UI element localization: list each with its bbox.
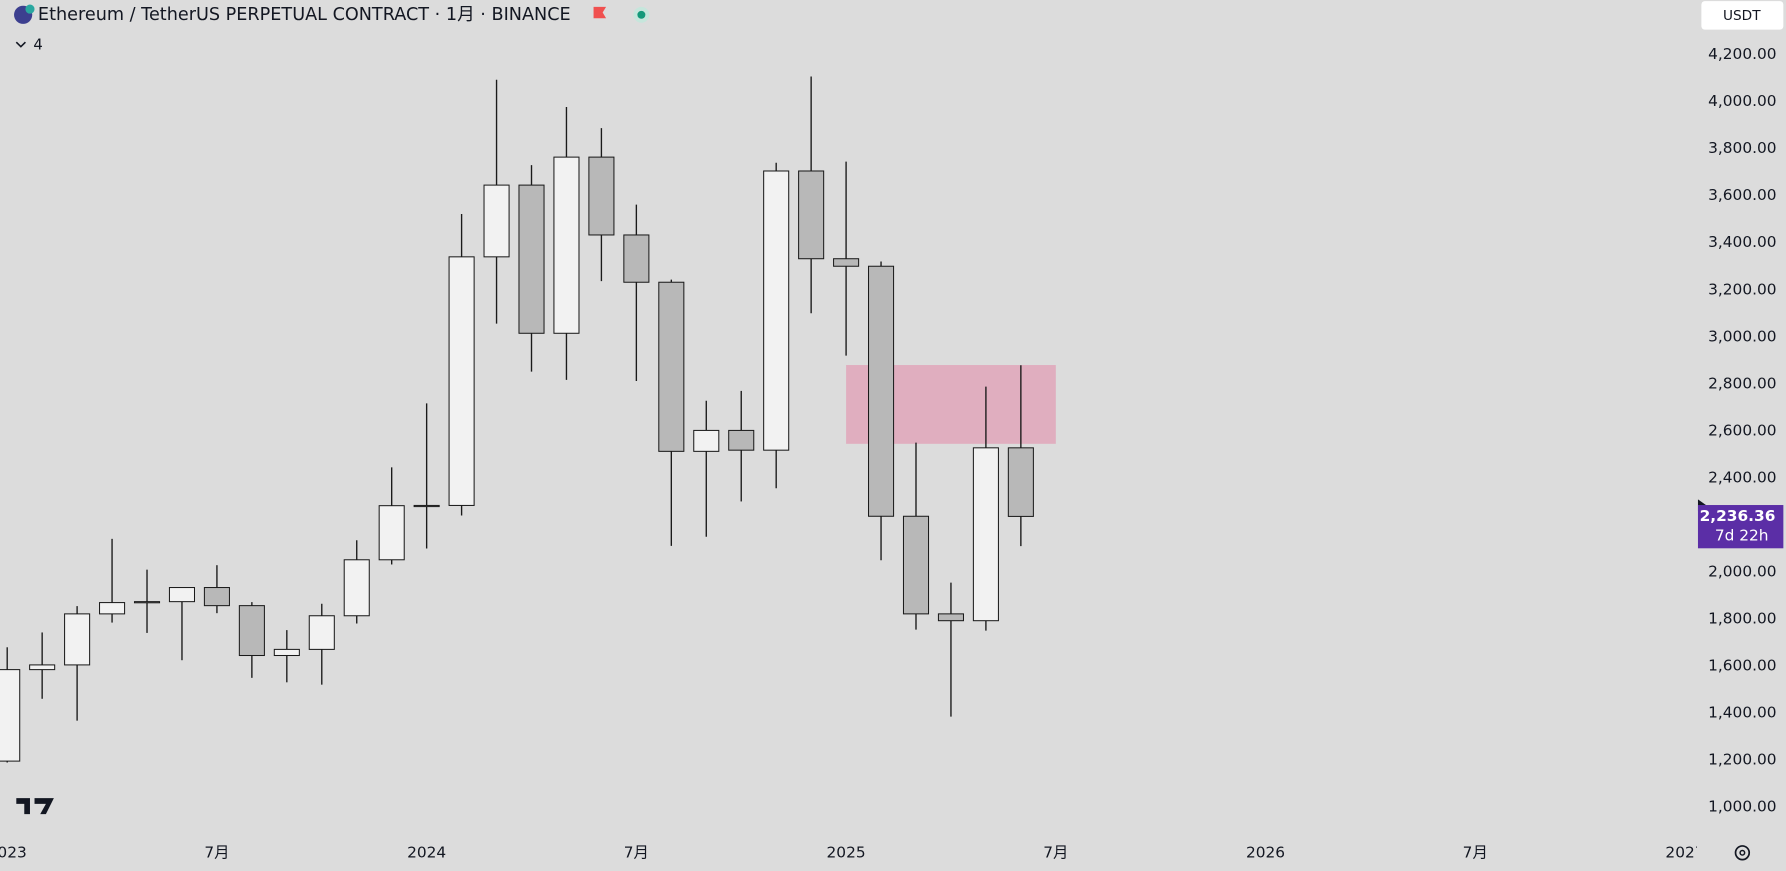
x-tick-label: 7月 — [624, 843, 649, 861]
candle-body — [833, 258, 860, 267]
candle-body — [798, 170, 825, 260]
candle-body — [902, 515, 930, 615]
x-tick-label: 2027 — [1665, 843, 1704, 861]
countdown-label: 7d 22h — [1715, 526, 1769, 544]
settings-icon[interactable] — [1734, 845, 1751, 861]
candle-body — [937, 613, 964, 622]
x-tick-label: 2025 — [827, 843, 866, 861]
y-tick-label: 1,800.00 — [1708, 610, 1776, 628]
candle-body — [693, 429, 720, 452]
y-tick-label: 2,000.00 — [1708, 563, 1776, 581]
currency-label[interactable]: USDT — [1723, 8, 1761, 24]
candle-body — [0, 669, 21, 762]
header: Ethereum / TetherUS PERPETUAL CONTRACT ·… — [14, 1, 1784, 861]
candle-body — [1007, 447, 1034, 517]
x-tick-label: 2026 — [1246, 843, 1285, 861]
candle-body — [763, 170, 790, 451]
x-tick-label: 7月 — [204, 843, 229, 861]
last-price-box — [1697, 505, 1784, 549]
flag-icon[interactable] — [593, 6, 607, 19]
price-axis-panel — [1696, 0, 1786, 871]
price-axis: 1,000.00 1,200.00 1,400.00 1,600.00 1,800.00… — [1697, 45, 1784, 816]
candle-body — [203, 587, 230, 607]
candle-body — [99, 602, 126, 615]
tv-logo[interactable] — [16, 798, 54, 815]
exchange-icon — [25, 4, 35, 14]
candle-body — [168, 587, 196, 603]
y-tick-label: 3,800.00 — [1708, 139, 1776, 157]
x-tick-label: 2024 — [407, 843, 446, 861]
settings-icon-core — [1739, 849, 1746, 856]
candle-body — [623, 234, 650, 283]
symbol-title: Ethereum / TetherUS PERPETUAL CONTRACT ·… — [38, 5, 571, 25]
candle-body — [553, 156, 580, 334]
candle-body — [133, 601, 161, 604]
y-tick-label: 4,200.00 — [1708, 45, 1776, 63]
candle-body — [238, 605, 265, 657]
candle-body — [483, 184, 510, 258]
candle-body — [29, 664, 56, 671]
candle-body — [64, 613, 91, 666]
status-dot — [637, 10, 646, 19]
candle-body — [658, 281, 685, 452]
y-tick-label: 1,200.00 — [1708, 751, 1776, 769]
y-tick-label: 3,600.00 — [1708, 186, 1776, 204]
x-tick-label: 7月 — [1043, 843, 1068, 861]
candle-body — [378, 505, 405, 561]
y-tick-label: 1,600.00 — [1708, 657, 1776, 675]
y-tick-label: 3,400.00 — [1708, 233, 1776, 251]
candle-body — [728, 429, 755, 451]
candle-body — [448, 256, 475, 506]
y-tick-label: 2,400.00 — [1708, 468, 1776, 486]
candle-body — [972, 447, 999, 622]
candle-body — [308, 615, 335, 650]
x-tick-label: 7月 — [1463, 843, 1488, 861]
currency-button[interactable] — [1701, 1, 1784, 30]
last-price-label: 2,236.36 — [1700, 507, 1776, 525]
y-tick-label: 2,800.00 — [1708, 374, 1776, 392]
candle-body — [273, 648, 300, 657]
candle-body — [518, 184, 545, 334]
candle-body — [588, 156, 615, 236]
plot-area: 2023 7月 2024 7月 2025 7月 2026 7月 2027 — [0, 76, 1705, 861]
candle-body — [413, 504, 440, 508]
y-tick-label: 3,000.00 — [1708, 327, 1776, 345]
indicator-count[interactable]: 4 — [33, 37, 42, 54]
y-tick-label: 1,000.00 — [1708, 798, 1776, 816]
y-tick-label: 3,200.00 — [1708, 280, 1776, 298]
candle-body — [868, 265, 895, 517]
y-tick-label: 1,400.00 — [1708, 704, 1776, 722]
candle-body — [343, 559, 370, 617]
x-tick-label: 2023 — [0, 843, 27, 861]
collapse-icon[interactable] — [15, 41, 26, 48]
y-tick-label: 4,000.00 — [1708, 92, 1776, 110]
y-tick-label: 2,600.00 — [1708, 421, 1776, 439]
